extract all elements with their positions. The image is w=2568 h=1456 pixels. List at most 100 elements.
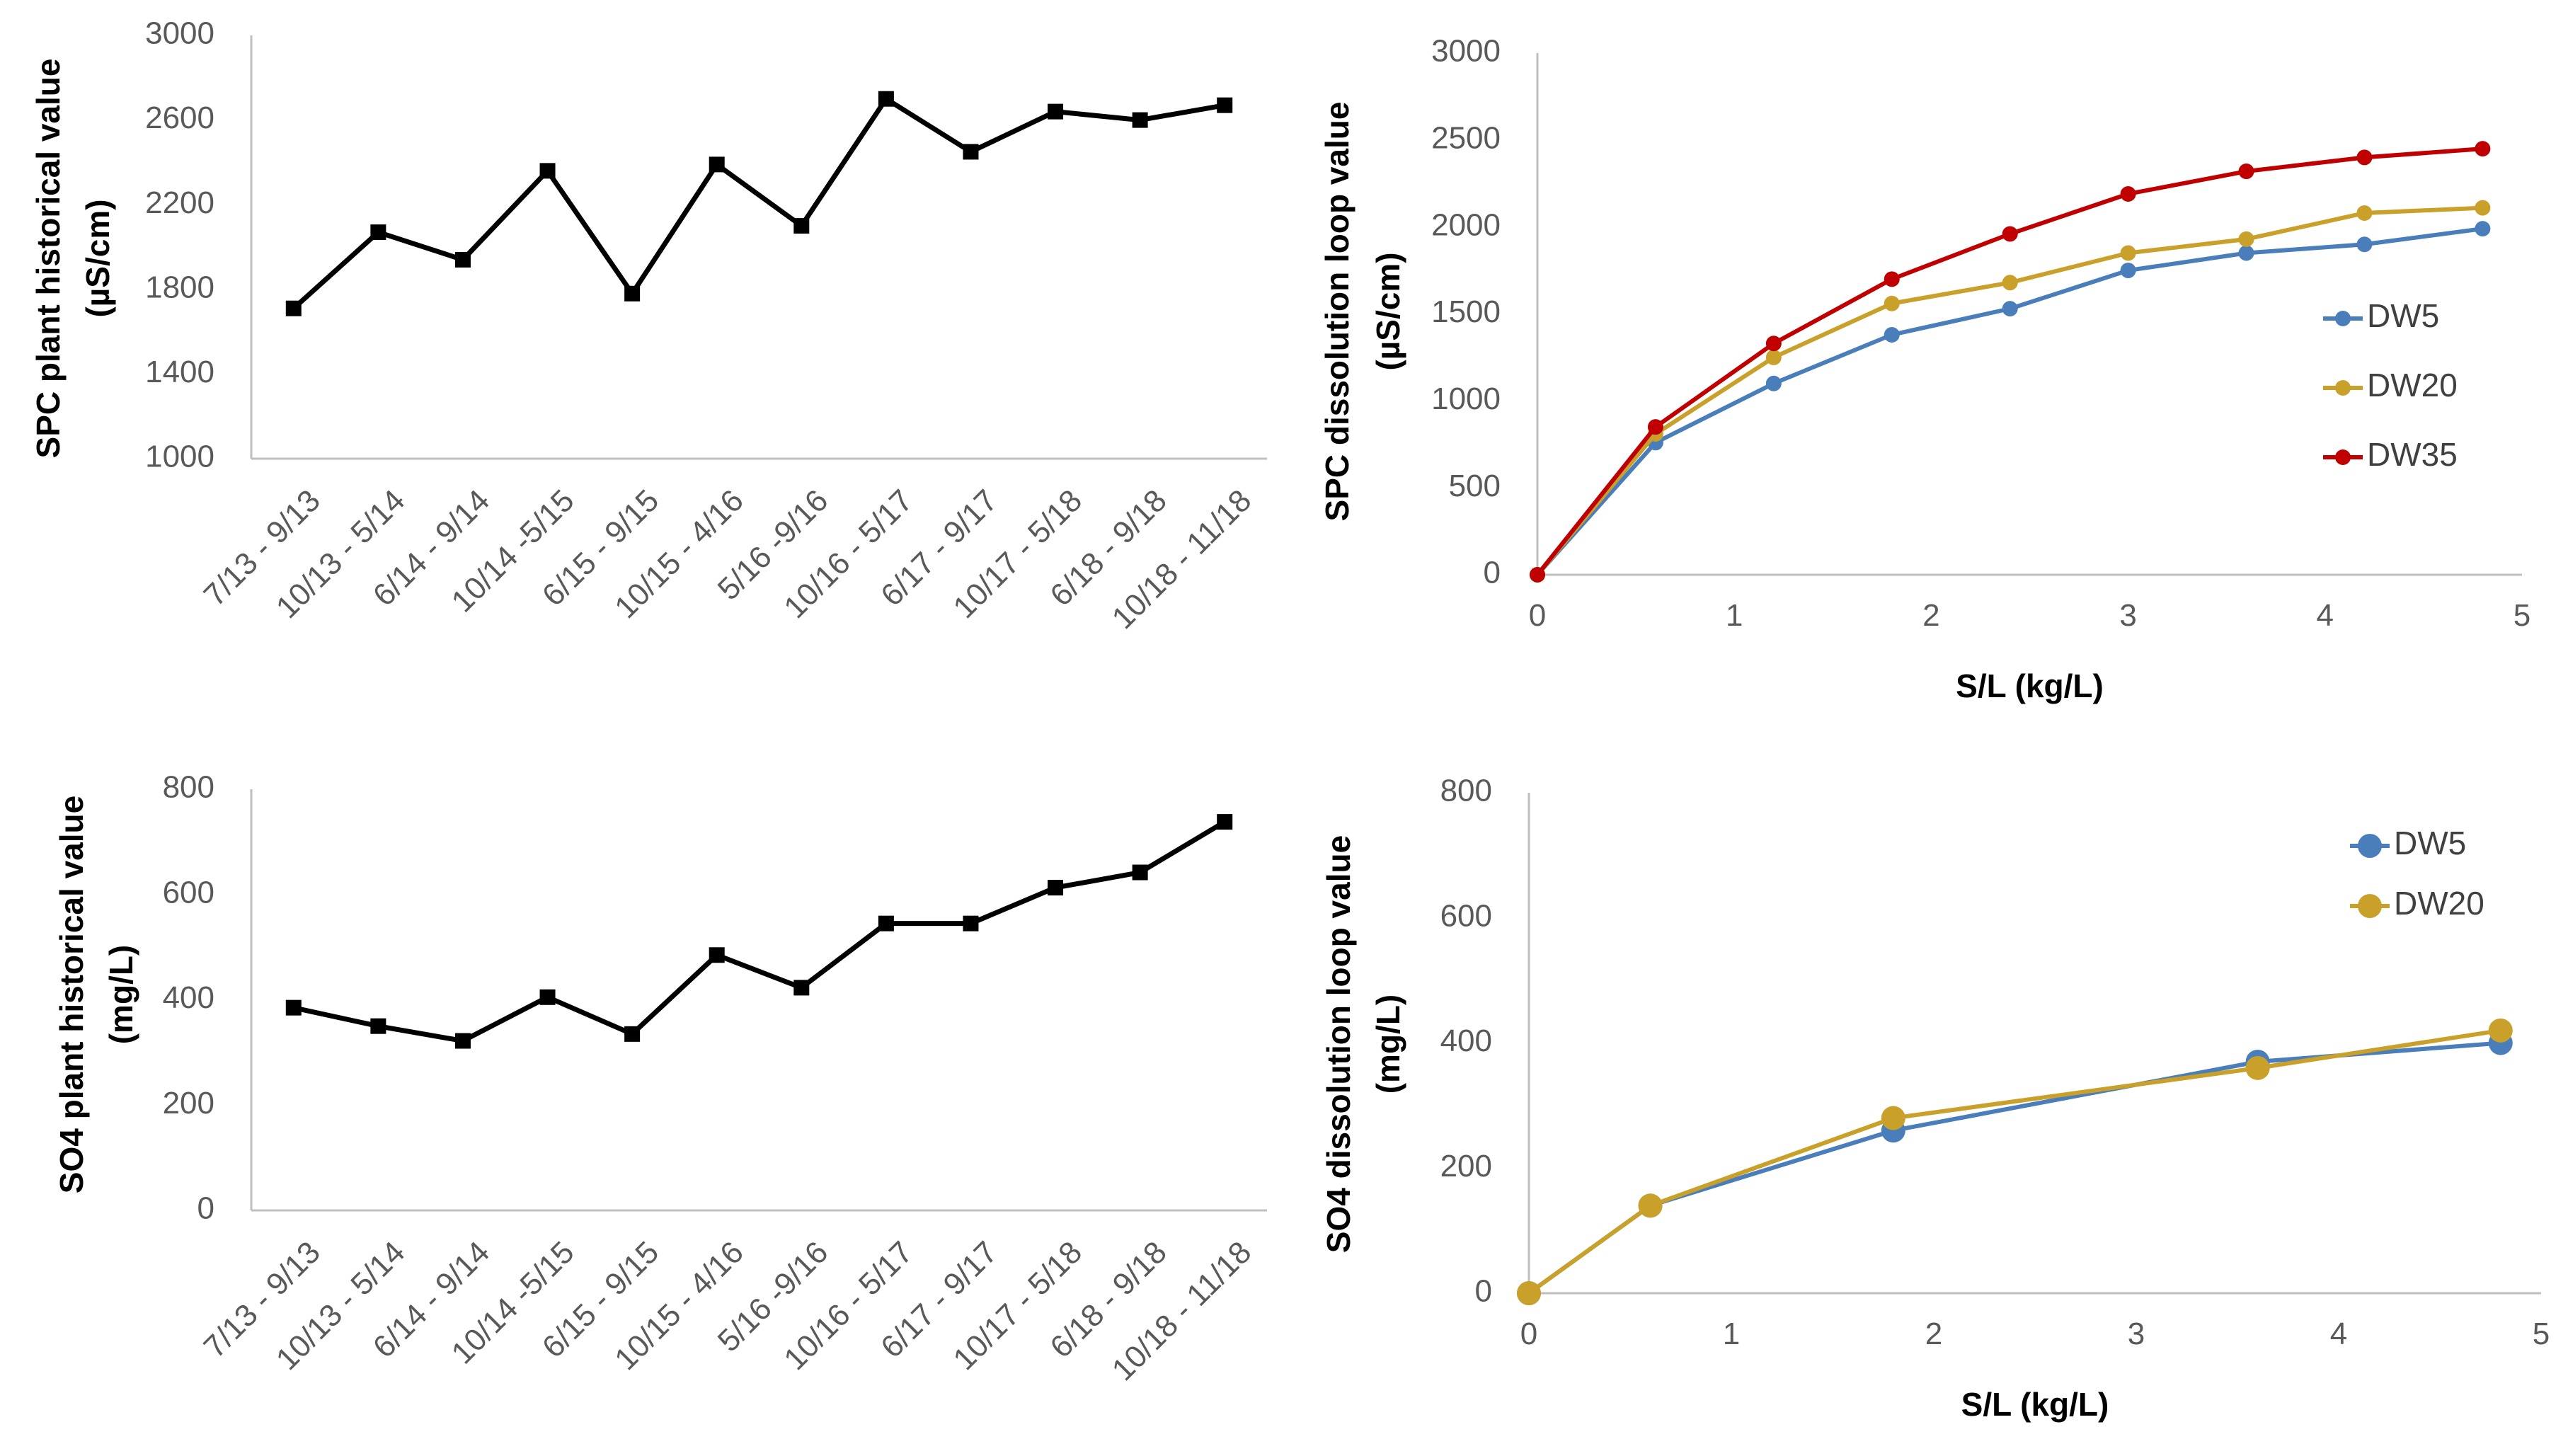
data-point-marker: [1217, 814, 1233, 830]
data-point-marker: [878, 91, 894, 107]
data-point-marker: [1217, 97, 1233, 113]
data-point-marker: [2488, 1018, 2513, 1043]
data-point-marker: [2238, 164, 2254, 180]
data-point-marker: [2002, 275, 2018, 291]
data-point-marker: [2002, 301, 2018, 317]
data-point-marker: [2475, 141, 2491, 157]
data-point-marker: [370, 1018, 386, 1034]
series-line-DW35: [1535, 147, 2483, 576]
chart-spc-dissolution: 0 500 1000 1500 2000 2500 3000 SPC dissolution …: [1319, 34, 2530, 704]
data-point-marker: [963, 915, 979, 932]
y-tick-label: 400: [163, 980, 214, 1015]
data-point-marker: [2238, 231, 2254, 247]
data-point-marker: [1884, 326, 1900, 343]
y-tick-label: 1800: [145, 270, 214, 304]
data-point-marker: [1884, 271, 1900, 287]
data-point-marker: [793, 980, 810, 996]
data-point-marker: [454, 1033, 471, 1049]
data-point-marker: [2120, 245, 2136, 261]
y-tick-label: 0: [1475, 1274, 1492, 1309]
x-tick-label: 5: [2533, 1317, 2550, 1351]
y-axis-title-line2: (µS/cm): [79, 199, 116, 317]
legend-item-DW5: DW5: [2350, 825, 2466, 861]
y-tick-label: 1400: [145, 355, 214, 389]
data-point-marker: [539, 163, 556, 179]
legend-marker: [2358, 894, 2382, 918]
series-line-historical: [293, 820, 1227, 1044]
data-point-marker: [709, 947, 725, 963]
x-tick-label: 4: [2330, 1317, 2347, 1351]
x-tick-label: 3: [2119, 598, 2136, 633]
legend-item-DW20: DW20: [2323, 367, 2458, 403]
y-tick-label: 500: [1449, 469, 1501, 503]
y-tick-label: 0: [197, 1191, 214, 1226]
y-tick-label: 0: [1484, 556, 1501, 590]
legend-label: DW5: [2394, 825, 2466, 861]
data-point-marker: [2120, 263, 2136, 279]
data-point-marker: [539, 989, 556, 1005]
data-point-marker: [1765, 349, 1782, 365]
x-tick-label: 3: [2128, 1317, 2145, 1351]
data-point-marker: [2120, 185, 2136, 202]
data-point-marker: [1638, 1193, 1663, 1218]
y-tick-label: 3000: [1431, 34, 1501, 69]
legend-marker: [2358, 834, 2382, 858]
x-tick-label: 4: [2317, 598, 2334, 633]
legend-marker: [2335, 449, 2351, 465]
y-axis-title-line1: SO4 dissolution loop value: [1320, 835, 1357, 1253]
y-tick-label: 2000: [1431, 207, 1501, 242]
y-axis-title-line1: SO4 plant historical value: [53, 796, 90, 1193]
data-point-marker: [1132, 112, 1148, 128]
x-axis-title: S/L (kg/L): [1961, 1386, 2109, 1423]
x-tick-label: 1: [1726, 598, 1743, 633]
data-point-marker: [285, 999, 302, 1016]
series-line-historical: [292, 96, 1225, 311]
legend-marker: [2335, 311, 2351, 326]
y-tick-label: 600: [1440, 898, 1492, 933]
data-point-marker: [2356, 149, 2373, 166]
y-axis-title-line2: (mg/L): [103, 945, 139, 1045]
data-point-marker: [709, 156, 725, 173]
y-axis-title-line2: (mg/L): [1370, 994, 1406, 1094]
data-point-marker: [624, 285, 641, 302]
x-tick-label: 2: [1922, 598, 1939, 633]
series-line-DW5: [1527, 1041, 2501, 1295]
y-tick-label: 400: [1440, 1024, 1492, 1058]
x-tick-label: 5: [2513, 598, 2530, 633]
y-axis-title-line2: (µS/cm): [1370, 252, 1406, 370]
legend-item-DW5: DW5: [2323, 297, 2439, 334]
y-tick-label: 200: [163, 1086, 214, 1120]
data-point-marker: [1530, 567, 1545, 583]
data-point-marker: [1881, 1106, 1905, 1130]
y-tick-label: 200: [1440, 1149, 1492, 1183]
legend-label: DW20: [2394, 885, 2484, 922]
x-tick-label: 0: [1529, 598, 1546, 633]
data-point-marker: [1765, 336, 1782, 352]
legend-item-DW35: DW35: [2323, 436, 2458, 473]
x-tick-label: 2: [1925, 1317, 1942, 1351]
y-tick-label: 2200: [145, 185, 214, 220]
series-line-DW20: [1527, 1028, 2501, 1295]
data-point-marker: [1765, 375, 1782, 391]
legend-label: DW5: [2367, 297, 2439, 334]
data-point-marker: [1048, 103, 1064, 120]
chart-spc-historical: 1000 1400 1800 2200 2600 3000 SPC plant histor…: [30, 16, 1267, 636]
data-point-marker: [878, 915, 894, 932]
chart-so4-historical: 0 200 400 600 800 SO4 plant historical value (…: [53, 770, 1267, 1387]
data-point-marker: [2475, 221, 2491, 237]
y-tick-label: 3000: [145, 16, 214, 51]
y-tick-label: 1000: [1431, 382, 1501, 416]
x-tick-label: 1: [1723, 1317, 1740, 1351]
data-point-marker: [285, 300, 302, 316]
chart-so4-dissolution: 0 200 400 600 800 SO4 dissolution loop value (…: [1320, 774, 2550, 1423]
y-axis-title-line1: SPC dissolution loop value: [1319, 102, 1355, 522]
x-tick-label: 0: [1520, 1317, 1537, 1351]
y-tick-label: 600: [163, 875, 214, 910]
legend-label: DW20: [2367, 367, 2458, 403]
legend-marker: [2335, 380, 2351, 396]
legend-label: DW35: [2367, 436, 2458, 473]
data-point-marker: [1647, 419, 1663, 435]
data-point-marker: [370, 224, 386, 241]
